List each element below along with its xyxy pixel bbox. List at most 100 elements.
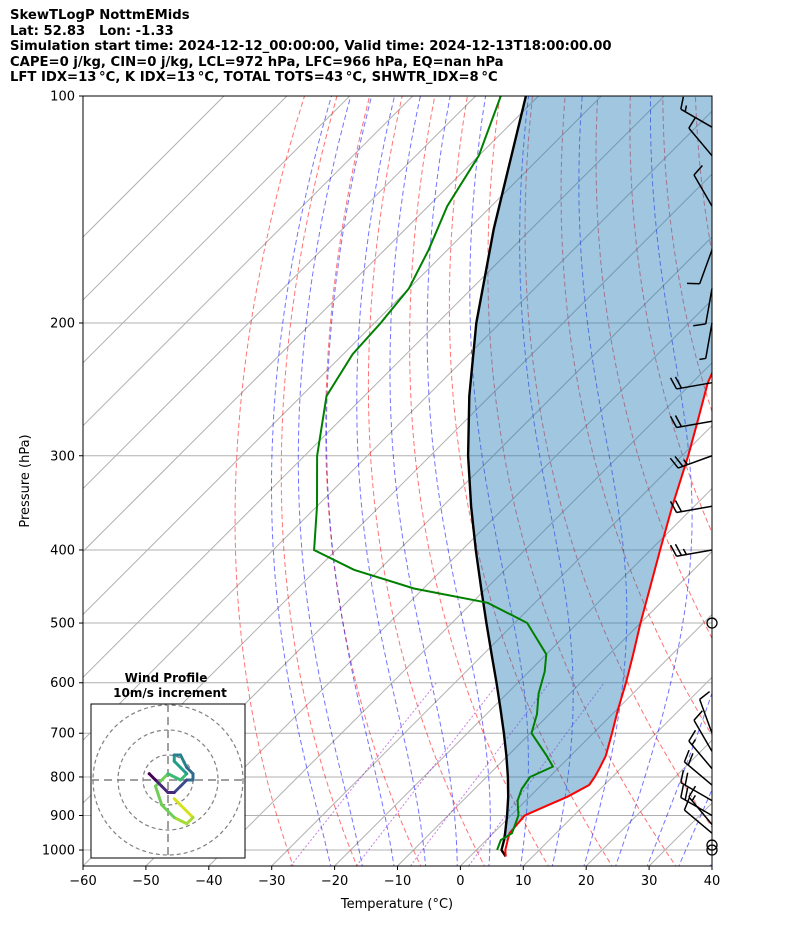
moist-adiabat bbox=[271, 96, 332, 866]
isotherm-line bbox=[333, 487, 712, 866]
isotherm-line bbox=[83, 96, 477, 490]
moist-adiabat bbox=[578, 96, 628, 866]
y-tick-label: 900 bbox=[50, 809, 75, 824]
dry-adiabat bbox=[727, 79, 794, 869]
isotherm-line bbox=[83, 96, 288, 301]
hodograph-subtitle: 10m/s increment bbox=[113, 686, 227, 700]
wind-barb bbox=[693, 165, 713, 207]
dry-adiabat bbox=[448, 96, 613, 866]
x-tick-label: 30 bbox=[641, 874, 658, 889]
moist-adiabat bbox=[389, 96, 458, 866]
x-tick-label: −30 bbox=[258, 874, 285, 889]
isotherm-line bbox=[396, 550, 712, 866]
hodograph-segment bbox=[166, 772, 182, 782]
isotherm-line bbox=[522, 676, 712, 866]
profile-lines bbox=[313, 96, 712, 858]
wind-barb bbox=[699, 322, 713, 361]
moist-adiabat bbox=[326, 96, 395, 866]
wind-barb bbox=[669, 415, 713, 429]
wind-barb bbox=[683, 749, 713, 786]
hodograph-segment bbox=[154, 784, 164, 807]
time-line: Simulation start time: 2024-12-12_00:00:… bbox=[10, 39, 612, 55]
y-tick-label: 700 bbox=[50, 727, 75, 742]
dry-adiabat bbox=[409, 96, 549, 866]
header: SkewTLogP NottmEMids Lat: 52.83 Lon: -1.… bbox=[10, 8, 612, 86]
wind-barb bbox=[669, 376, 713, 390]
wind-barb bbox=[706, 844, 718, 856]
wind-barb bbox=[706, 839, 718, 851]
isotherm-line bbox=[83, 110, 712, 741]
x-axis-label: Temperature (°C) bbox=[340, 897, 453, 912]
dry-adiabat bbox=[759, 79, 794, 869]
isotherm-line bbox=[83, 96, 603, 616]
cape-cin-shading bbox=[468, 96, 712, 841]
wind-barbs bbox=[669, 96, 718, 856]
wind-barb bbox=[688, 729, 713, 770]
x-tick-label: 40 bbox=[704, 874, 721, 889]
wind-barb bbox=[680, 770, 713, 802]
x-tick-label: 10 bbox=[515, 874, 532, 889]
mixing-ratio-line bbox=[355, 682, 499, 866]
moist-adiabat bbox=[519, 96, 574, 866]
location-line: Lat: 52.83 Lon: -1.33 bbox=[10, 23, 174, 39]
y-tick-label: 1000 bbox=[42, 844, 75, 859]
isotherm-line bbox=[711, 865, 712, 866]
hodograph-segment bbox=[179, 753, 189, 769]
x-tick-label: −40 bbox=[195, 874, 222, 889]
hodograph-frame bbox=[90, 703, 246, 859]
isotherm-line bbox=[270, 424, 712, 866]
moist-adiabat bbox=[356, 96, 427, 866]
y-tick-label: 500 bbox=[50, 617, 75, 632]
background-lines bbox=[83, 79, 794, 869]
wind-barb bbox=[683, 798, 713, 834]
moist-adiabat bbox=[678, 788, 712, 866]
dry-adiabat bbox=[325, 96, 422, 866]
wind-barb bbox=[669, 500, 713, 514]
moist-adiabat bbox=[646, 691, 712, 866]
y-axis-label: Pressure (hPa) bbox=[18, 434, 33, 527]
x-tick-label: −20 bbox=[321, 874, 348, 889]
dry-adiabat bbox=[662, 96, 712, 414]
dry-adiabat bbox=[367, 96, 486, 866]
temperature-line bbox=[504, 370, 712, 857]
plot-title: SkewTLogP NottmEMids bbox=[10, 8, 190, 23]
stability-indices-line: LFT IDX=13 °C, K IDX=13 °C, TOTAL TOTS=4… bbox=[10, 70, 498, 86]
dry-adiabat bbox=[234, 96, 306, 866]
moist-adiabat bbox=[469, 96, 529, 866]
isotherm-line bbox=[145, 299, 712, 866]
axes: −60 −50 −40 −30 −20 −10 0 10 20 30 40 1000 900 800 700… bbox=[42, 90, 720, 890]
parcel-profile-line bbox=[466, 96, 528, 858]
wind-barb bbox=[680, 96, 713, 128]
isotherm-line bbox=[83, 96, 225, 238]
dry-adiabat bbox=[560, 96, 712, 737]
isotherm-line bbox=[459, 613, 712, 866]
wind-barb bbox=[687, 249, 713, 285]
convective-indices-line: CAPE=0 j/kg, CIN=0 j/kg, LCL=972 hPa, LF… bbox=[10, 54, 504, 70]
isotherm-line bbox=[83, 96, 351, 364]
y-tick-label: 200 bbox=[50, 316, 75, 331]
y-tick-label: 600 bbox=[50, 676, 75, 691]
dry-adiabat bbox=[487, 96, 677, 866]
wind-barb bbox=[698, 690, 713, 734]
isotherm-line bbox=[83, 96, 666, 679]
wind-barb bbox=[680, 784, 713, 817]
x-tick-label: 20 bbox=[578, 874, 595, 889]
x-tick-label: −60 bbox=[69, 874, 96, 889]
x-tick-label: −10 bbox=[384, 874, 411, 889]
dry-adiabat bbox=[280, 96, 358, 866]
hodograph-segment bbox=[172, 816, 189, 826]
hodograph-segment bbox=[160, 803, 176, 819]
y-tick-label: 300 bbox=[50, 449, 75, 464]
isotherm-line bbox=[208, 362, 712, 866]
wind-barb bbox=[693, 288, 713, 327]
y-tick-label: 100 bbox=[50, 90, 75, 105]
x-tick-label: 0 bbox=[456, 874, 464, 889]
isotherm-line bbox=[83, 96, 540, 553]
dewpoint-line bbox=[313, 96, 555, 851]
moist-adiabat bbox=[615, 96, 693, 866]
isotherm-line bbox=[83, 96, 414, 427]
wind-barb bbox=[706, 617, 718, 629]
hodograph-inset: Wind Profile 10m/s increment bbox=[90, 671, 246, 859]
moist-adiabat bbox=[709, 861, 712, 866]
